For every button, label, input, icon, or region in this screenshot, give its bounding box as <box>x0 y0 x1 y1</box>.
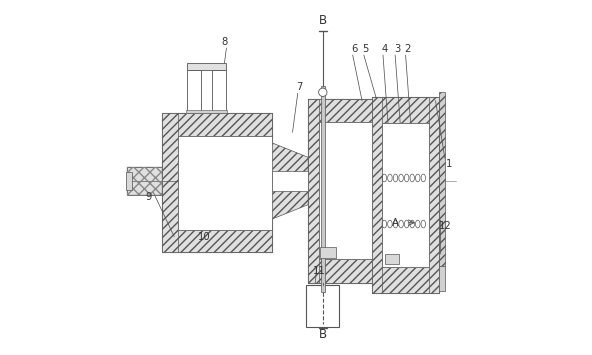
Bar <box>318 122 372 259</box>
Text: 4: 4 <box>382 44 388 54</box>
Text: 12: 12 <box>439 221 452 231</box>
Text: 6: 6 <box>351 44 358 54</box>
Bar <box>305 285 339 327</box>
Text: 2: 2 <box>404 44 410 54</box>
Bar <box>186 110 227 113</box>
Text: 11: 11 <box>313 267 326 277</box>
Bar <box>385 254 399 264</box>
Text: A: A <box>392 218 398 228</box>
Bar <box>178 136 272 230</box>
Bar <box>162 230 272 252</box>
Bar <box>372 97 382 293</box>
Bar <box>382 123 429 267</box>
Text: 3: 3 <box>394 44 400 54</box>
Bar <box>162 113 178 252</box>
Bar <box>188 64 226 70</box>
Bar <box>308 99 372 283</box>
Bar <box>321 86 325 291</box>
Bar <box>188 70 201 113</box>
Text: 9: 9 <box>145 192 152 202</box>
Bar <box>372 97 439 293</box>
Bar <box>439 92 445 266</box>
Bar <box>162 113 272 136</box>
Text: 8: 8 <box>221 37 228 47</box>
Bar <box>429 97 439 293</box>
Bar <box>308 259 372 283</box>
Bar <box>127 167 162 195</box>
Bar <box>126 172 133 190</box>
Text: B: B <box>318 328 327 340</box>
Bar <box>372 97 439 123</box>
Bar <box>439 266 445 290</box>
Bar <box>320 247 336 257</box>
Bar <box>372 267 439 293</box>
Polygon shape <box>272 143 308 219</box>
Bar <box>308 99 318 283</box>
Text: 10: 10 <box>198 232 210 242</box>
Bar <box>127 167 162 195</box>
Bar <box>162 113 272 252</box>
Bar <box>308 99 372 122</box>
Text: 7: 7 <box>296 82 303 92</box>
Text: B: B <box>318 15 327 27</box>
Circle shape <box>318 88 327 97</box>
Text: 1: 1 <box>446 159 452 169</box>
Text: 5: 5 <box>362 44 369 54</box>
Polygon shape <box>272 170 308 191</box>
Bar <box>212 70 226 113</box>
